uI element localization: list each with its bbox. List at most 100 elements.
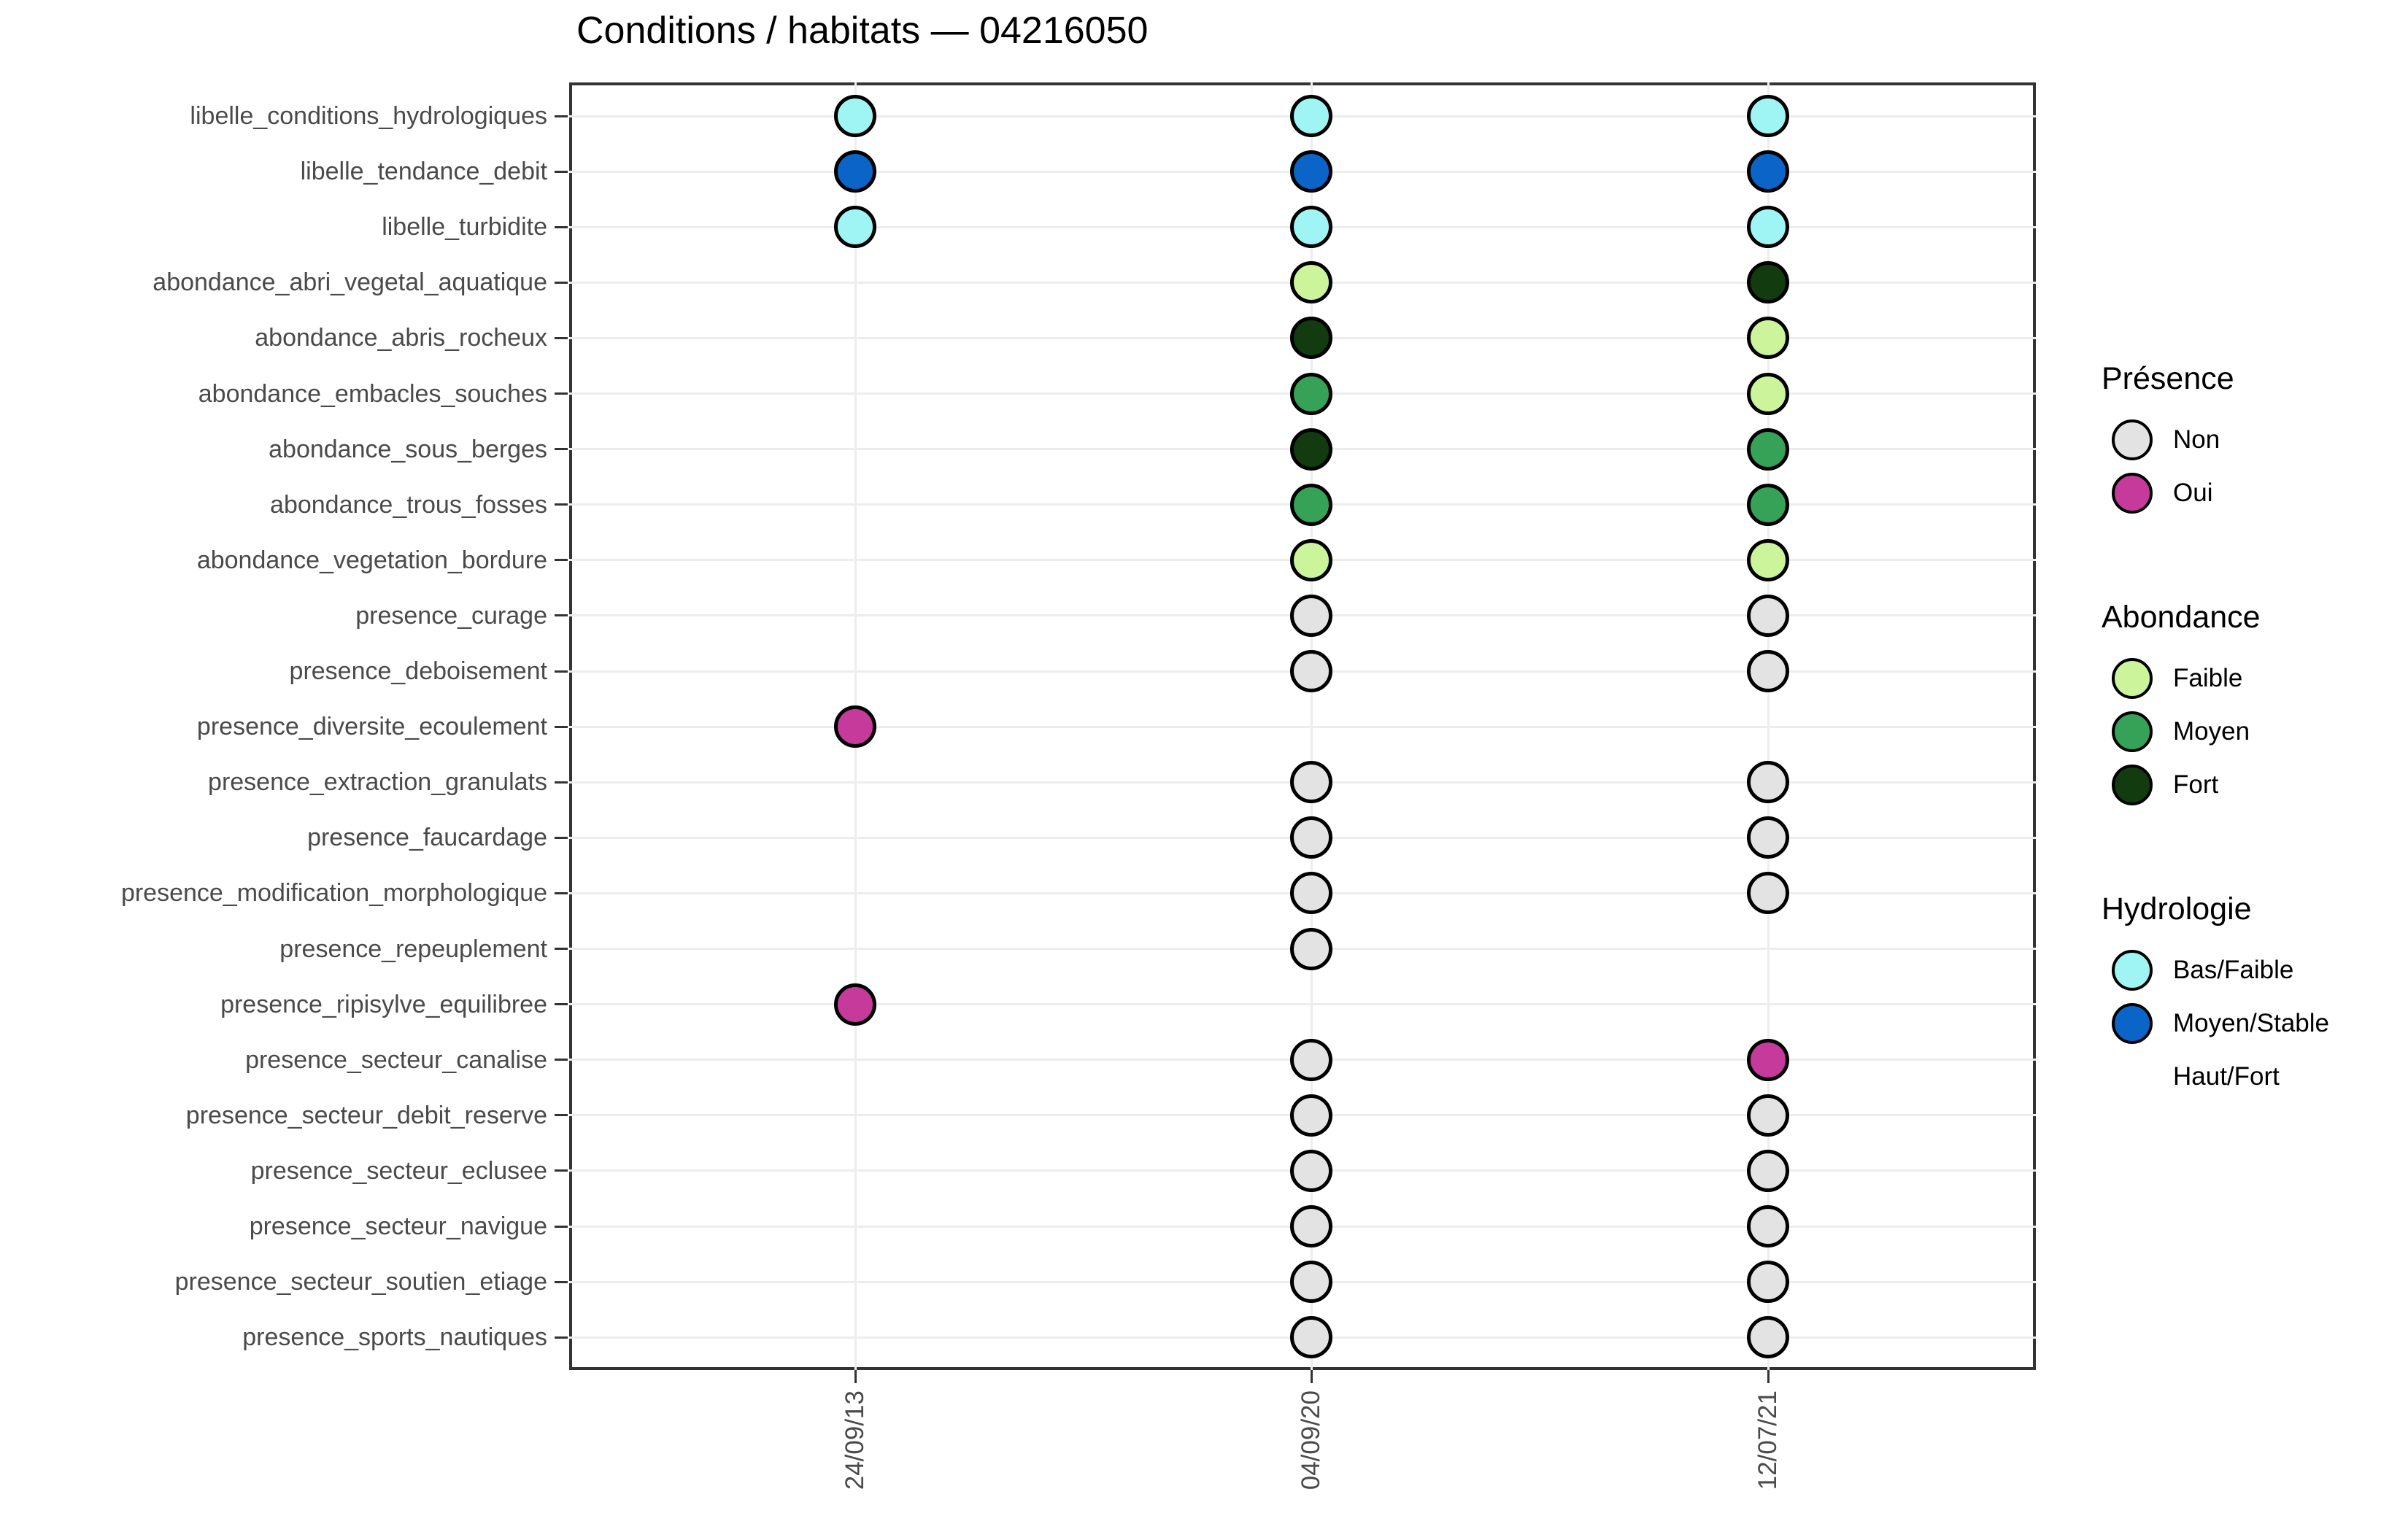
y-axis-label: presence_secteur_canalise <box>245 1045 547 1074</box>
dot <box>1747 483 1789 526</box>
dot <box>834 95 876 137</box>
legend-group-title: Abondance <box>2102 600 2261 635</box>
legend-item: Moyen/Stable <box>2102 997 2393 1050</box>
y-axis-label: presence_modification_morphologique <box>120 879 547 908</box>
x-axis-label: 24/09/13 <box>841 1390 869 1490</box>
y-tick <box>555 170 568 173</box>
y-axis-label: abondance_vegetation_bordure <box>196 546 547 574</box>
legend-label: Haut/Fort <box>2173 1061 2280 1091</box>
dot <box>1290 872 1332 915</box>
dot <box>1290 1205 1332 1247</box>
dot <box>1747 1316 1789 1359</box>
x-tick <box>1767 1370 1770 1383</box>
dot <box>1747 150 1789 193</box>
legend: Présence Non Oui Abondance Faible Moyen Fort Hy… <box>2102 356 2393 1103</box>
dot <box>1290 816 1332 859</box>
y-axis-label: abondance_sous_berges <box>269 435 547 463</box>
y-axis-label: presence_ripisylve_equilibree <box>220 990 547 1018</box>
legend-label: Bas/Faible <box>2173 955 2294 984</box>
y-tick <box>555 614 568 617</box>
y-tick <box>555 503 568 506</box>
legend-swatch <box>2112 1002 2153 1044</box>
y-axis-label: presence_faucardage <box>307 824 547 852</box>
dot <box>1290 927 1332 970</box>
y-tick <box>555 448 568 451</box>
y-axis-label: presence_secteur_navigue <box>249 1212 547 1240</box>
legend-item: Faible <box>2102 651 2393 705</box>
gridline-v <box>1310 82 1313 1370</box>
dot <box>1747 650 1789 692</box>
y-tick <box>555 836 568 839</box>
dot <box>1747 95 1789 137</box>
y-axis-label: presence_curage <box>355 601 547 630</box>
y-axis-label: presence_repeuplement <box>279 935 547 963</box>
legend-group-title: Hydrologie <box>2102 891 2252 926</box>
dot <box>1747 372 1789 415</box>
dot <box>1747 1205 1789 1247</box>
legend-item: Haut/Fort <box>2102 1050 2393 1103</box>
dot <box>1290 206 1332 249</box>
gridline-h <box>569 725 2036 728</box>
y-tick <box>555 392 568 395</box>
dot <box>1747 261 1789 304</box>
legend-gap <box>2102 811 2393 886</box>
y-tick <box>555 336 568 339</box>
legend-label: Oui <box>2173 478 2213 507</box>
dot <box>1290 1316 1332 1359</box>
y-tick <box>555 1059 568 1061</box>
legend-item: Oui <box>2102 466 2393 519</box>
dot <box>1747 816 1789 859</box>
legend-item: Bas/Faible <box>2102 943 2393 997</box>
y-tick <box>555 1280 568 1283</box>
dot <box>1290 95 1332 137</box>
y-tick <box>555 891 568 894</box>
dot <box>834 206 876 249</box>
dot <box>1290 1261 1332 1304</box>
y-axis-label: abondance_embacles_souches <box>198 379 547 408</box>
legend-swatch <box>2112 472 2153 514</box>
legend-label: Fort <box>2173 770 2219 799</box>
y-tick <box>555 1336 568 1339</box>
y-tick <box>555 225 568 228</box>
y-axis-label: presence_extraction_granulats <box>208 768 547 797</box>
y-tick <box>555 781 568 784</box>
y-axis-label: presence_diversite_ecoulement <box>196 713 547 741</box>
dot <box>1747 206 1789 249</box>
dot <box>1747 761 1789 804</box>
dot <box>1747 1038 1789 1081</box>
dot <box>1290 1094 1332 1137</box>
y-axis-label: libelle_turbidite <box>382 213 547 241</box>
y-tick <box>555 115 568 117</box>
y-axis-label: abondance_abris_rocheux <box>255 324 547 352</box>
gridline-v <box>1767 82 1770 1370</box>
dot <box>1290 538 1332 581</box>
dot <box>1747 428 1789 471</box>
legend-group: Abondance Faible Moyen Fort <box>2102 595 2393 811</box>
y-tick <box>555 670 568 673</box>
dot <box>1747 538 1789 581</box>
legend-swatch <box>2112 657 2153 699</box>
dot <box>1290 150 1332 193</box>
dot <box>1747 872 1789 915</box>
legend-group: Présence Non Oui <box>2102 356 2393 519</box>
dot <box>1747 317 1789 360</box>
legend-swatch <box>2112 419 2153 460</box>
dot <box>1290 483 1332 526</box>
dot <box>1290 1149 1332 1192</box>
dot <box>1747 594 1789 637</box>
dot <box>1290 317 1332 360</box>
y-tick <box>555 1169 568 1172</box>
dot <box>1290 428 1332 471</box>
legend-gap <box>2102 519 2393 595</box>
y-axis-label: presence_sports_nautiques <box>242 1323 547 1352</box>
legend-items: Faible Moyen Fort <box>2102 651 2393 811</box>
dot <box>1290 372 1332 415</box>
legend-label: Faible <box>2173 663 2243 692</box>
y-tick <box>555 948 568 950</box>
dot <box>1290 761 1332 804</box>
legend-label: Moyen/Stable <box>2173 1008 2330 1037</box>
x-axis-label: 12/07/21 <box>1753 1390 1782 1490</box>
legend-items: Non Oui <box>2102 413 2393 519</box>
y-tick <box>555 1003 568 1006</box>
